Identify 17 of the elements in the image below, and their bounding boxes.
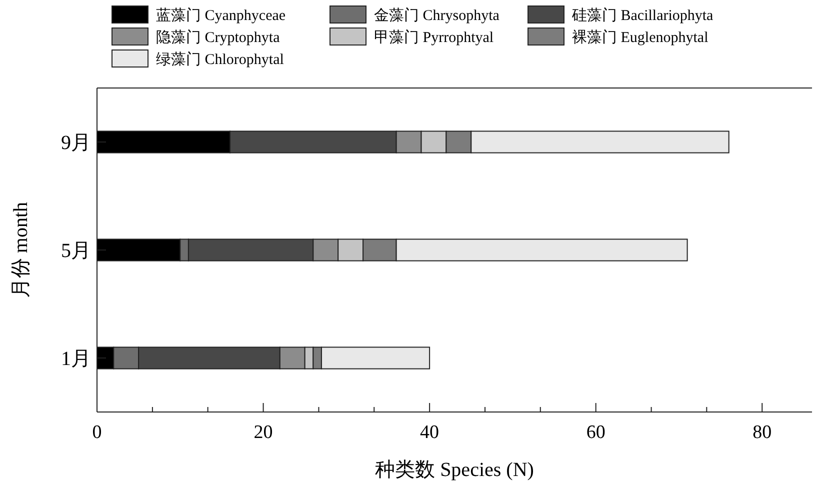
x-tick-label: 20: [254, 422, 273, 443]
x-tick-label: 60: [586, 422, 606, 443]
legend-label: 隐藻门 Cryptophyta: [156, 29, 280, 46]
x-tick-label: 40: [420, 422, 440, 443]
legend-label: 甲藻门 Pyrrophtyal: [374, 29, 494, 46]
x-tick-label: 80: [752, 422, 772, 443]
legend-label: 裸藻门 Euglenophytal: [572, 29, 708, 46]
legend-label: 金藻门 Chrysophyta: [374, 7, 500, 24]
x-axis-title: 种类数 Species (N): [375, 459, 534, 481]
legend-label: 绿藻门 Chlorophytal: [156, 51, 284, 68]
y-tick-label: 5月: [61, 240, 91, 262]
y-axis-title: 月份 month: [10, 202, 32, 298]
y-tick-label: 1月: [61, 348, 91, 370]
legend-label: 蓝藻门 Cyanphyceae: [156, 7, 286, 24]
y-tick-label: 9月: [61, 132, 91, 154]
legend-label: 硅藻门 Bacillariophyta: [571, 7, 714, 24]
x-tick-label: 0: [92, 422, 102, 443]
